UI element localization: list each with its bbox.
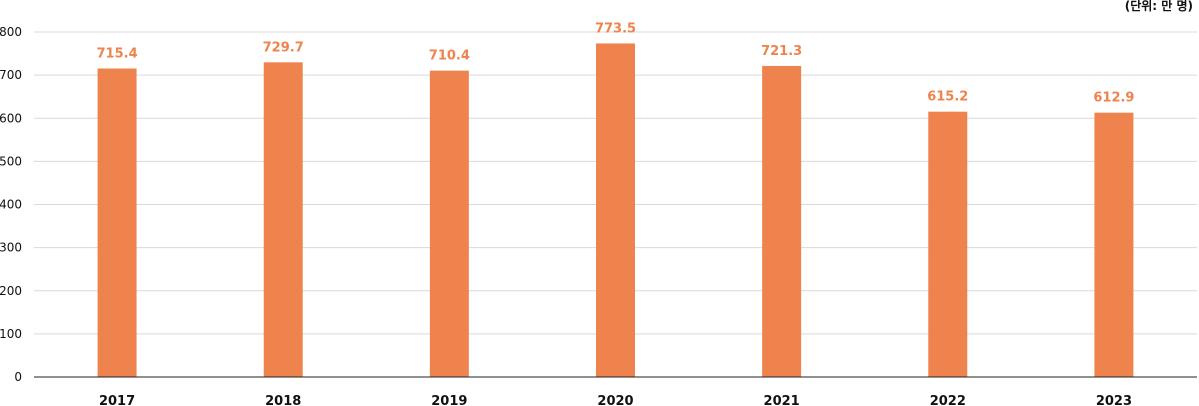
x-tick-label: 2021 — [764, 394, 800, 406]
data-label: 710.4 — [429, 49, 470, 64]
y-tick-label: 100 — [0, 327, 22, 341]
bar-2018 — [263, 62, 303, 378]
bar-2019 — [429, 70, 469, 377]
y-tick-label: 500 — [0, 154, 22, 168]
x-tick-label: 2022 — [930, 394, 966, 406]
y-tick-label: 200 — [0, 284, 22, 298]
data-label: 715.4 — [97, 46, 138, 61]
y-tick-label: 0 — [14, 370, 22, 384]
bar-2021 — [762, 65, 802, 377]
x-tick-label: 2023 — [1096, 394, 1132, 406]
bar-2022 — [928, 111, 968, 377]
bar-2020 — [596, 43, 635, 377]
y-tick-label: 300 — [0, 241, 22, 255]
data-label: 615.2 — [927, 90, 968, 105]
x-tick-label: 2017 — [99, 394, 135, 406]
y-tick-label: 600 — [0, 111, 22, 125]
bars — [97, 43, 1134, 378]
x-tick-label: 2020 — [597, 394, 633, 406]
y-tick-label: 700 — [0, 68, 22, 82]
data-label: 612.9 — [1093, 91, 1134, 106]
data-label: 729.7 — [263, 40, 304, 55]
bar-2023 — [1094, 112, 1134, 377]
y-axis-ticks: 0 100 200 300 400 500 600 700 800 — [0, 25, 22, 384]
data-label: 773.5 — [595, 21, 636, 36]
y-tick-label: 800 — [0, 25, 22, 39]
data-labels: 715.4 729.7 710.4 773.5 721.3 615.2 612.9 — [97, 21, 1135, 105]
x-axis-ticks: 2017 2018 2019 2020 2021 2022 2023 — [99, 394, 1132, 406]
data-label: 721.3 — [761, 44, 802, 59]
x-tick-label: 2019 — [431, 394, 467, 406]
unit-label: (단위: 만 명) — [1125, 0, 1193, 13]
bar-2017 — [97, 68, 137, 377]
y-tick-label: 400 — [0, 198, 22, 212]
x-tick-label: 2018 — [265, 394, 301, 406]
